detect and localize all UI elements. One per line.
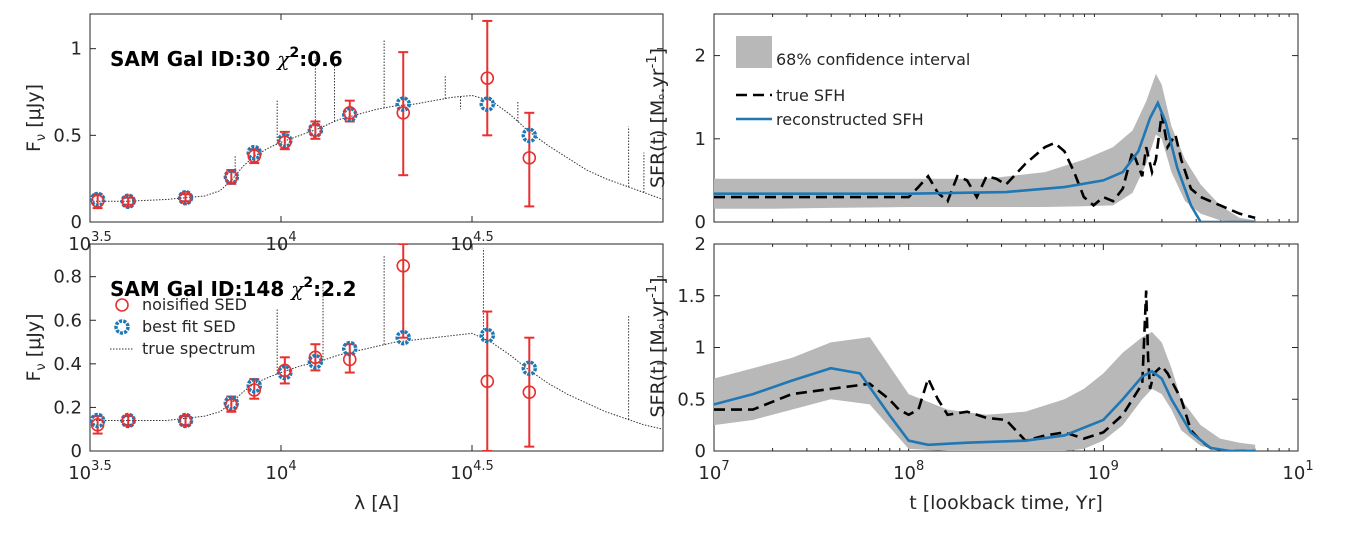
sfh-bottom-panel: 0 0.5 1 1.5 2 107 108 109 101 SFR(t) [Mₒ.yr-1] t [… [645,234,1314,514]
noisified-point [522,385,537,399]
legend-label: 68% confidence interval [776,50,970,69]
legend-label: best fit SED [142,317,236,336]
best-fit-point [479,96,496,112]
axes-box [89,243,664,452]
legend-label: reconstructed SFH [776,110,924,129]
axes-box [89,13,664,223]
x-tick-label: 103.5 [68,459,112,484]
true-sfh-line [714,290,1256,451]
x-tick-label: 104.5 [450,230,494,255]
reconstructed-sfh-line [714,99,1256,222]
sfh-top-panel: 0 1 2 SFR(t) [Mₒ.yr-1] 68% confidence interv… [645,13,1299,233]
y-tick-label: 0.5 [677,389,706,410]
y-tick-label: 0.6 [53,310,82,331]
noisified-point [480,71,495,85]
panel-annotation: SAM Gal ID:148 χ2:2.2 [110,275,357,301]
legend-bestfit-marker [114,319,130,335]
y-tick-label: 0.5 [53,125,82,146]
axes-box [713,13,1299,223]
sed-bottom-panel: 0 0.2 0.4 0.6 0.8 103.5 104 104.5 Fν [μJy] λ [A] S… [23,243,664,514]
noisified-point [480,374,495,389]
noisified-point [178,413,193,428]
y-tick-label: 0 [71,212,82,233]
x-tick-label: 104 [265,230,296,255]
confidence-band [714,331,1256,451]
y-axis-label: SFR(t) [Mₒ.yr-1] [645,277,669,417]
x-tick-label: 107 [698,459,729,484]
y-axis-label: Fν [μJy] [23,84,49,152]
legend-band-swatch [736,36,772,68]
y-tick-label: 0.8 [53,267,82,288]
y-tick-label: 0 [695,212,706,233]
plot-area [90,19,663,210]
x-axis-label: t [lookback time, Yr] [909,492,1102,514]
y-tick-label: 1 [71,39,82,60]
best-fit-point [395,329,411,346]
noisified-point [342,106,357,120]
x-tick-label: 103.5 [68,230,112,255]
x-axis-label: λ [A] [354,492,399,514]
y-tick-label: 2 [695,234,706,255]
noisified-point [178,190,193,205]
noisified-point [308,123,323,137]
noisified-point [278,363,292,378]
noisified-point [247,149,262,163]
y-tick-label: 2 [695,46,706,67]
reconstructed-sfh-line [714,366,1256,451]
plot-area [714,290,1256,451]
best-fit-point [521,360,538,376]
noisified-point [247,383,262,397]
y-tick-label: 0.4 [53,354,82,375]
true-spectrum-line [90,332,663,430]
y-axis-label: SFR(t) [Mₒ.yr-1] [645,48,669,188]
noisified-point [121,413,135,428]
best-fit-point [90,412,106,429]
legend-noisified-marker [115,298,129,312]
y-tick-label: 1 [695,129,706,150]
x-tick-label: 104 [265,459,296,484]
noisified-point [522,151,537,165]
best-fit-point [307,353,324,370]
best-fit-point [521,127,538,144]
y-axis-label: Fν [μJy] [23,313,49,381]
x-tick-label: 109 [1088,459,1119,484]
noisified-point [396,258,411,273]
y-tick-label: 1.5 [677,286,706,307]
noisified-point [308,350,323,365]
x-tick-label: 101 [1282,459,1313,484]
noisified-point [90,418,105,432]
best-fit-point [479,327,496,344]
panel-annotation: SAM Gal ID:30 χ2:0.6 [110,45,343,71]
plot-area [90,244,663,451]
legend-label: noisified SED [142,295,247,314]
noisified-point [121,194,135,208]
noisified-point [224,170,239,184]
x-tick-label: 104.5 [450,459,494,484]
noisified-point [396,106,411,120]
sed-top-panel: 0 0.5 1 103.5 104 104.5 Fν [μJy] SAM Gal ID:30 … [23,13,664,255]
plot-area [714,73,1256,222]
y-tick-label: 1 [695,338,706,359]
noisified-point [90,194,105,208]
noisified-point [278,135,292,150]
best-fit-point [246,377,263,394]
y-tick-label: 0 [695,441,706,462]
y-tick-label: 0.2 [53,397,82,418]
x-tick-label: 108 [893,459,924,484]
confidence-band [714,73,1256,222]
best-fit-point [395,96,411,112]
noisified-point [224,398,239,413]
best-fit-point [246,144,263,161]
legend-label: true SFH [776,86,845,105]
legend-label: true spectrum [142,339,256,358]
true-spectrum-line [90,94,663,202]
noisified-point [342,352,357,367]
best-fit-point [342,340,358,357]
y-tick-label: 0 [71,441,82,462]
